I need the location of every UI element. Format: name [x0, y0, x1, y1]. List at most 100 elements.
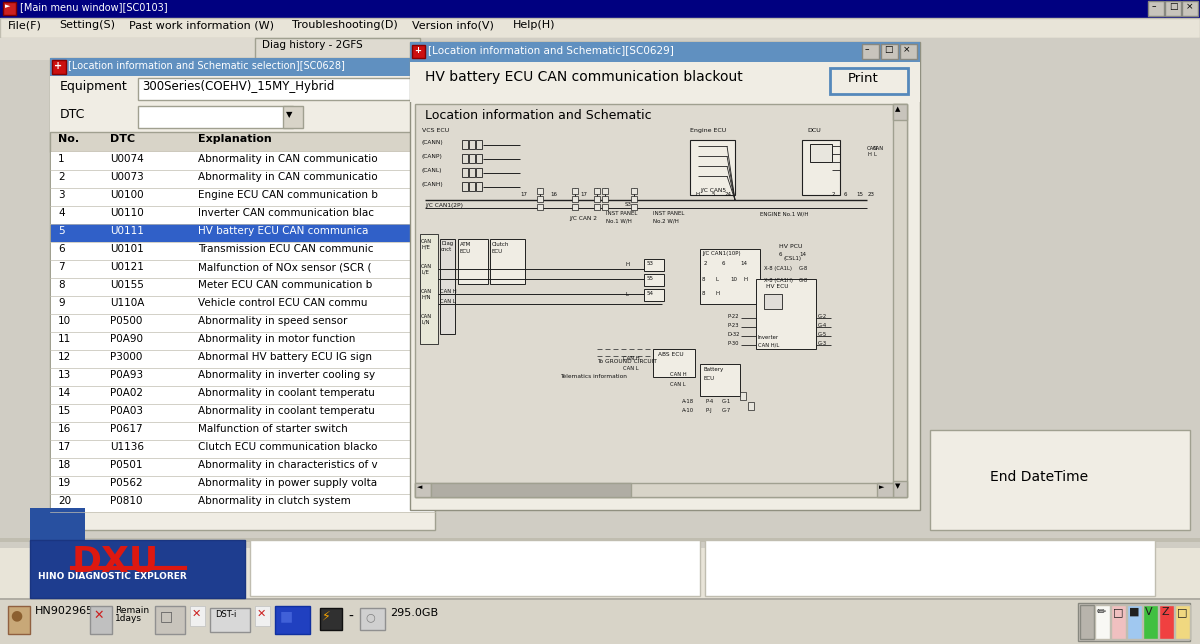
Text: P-22: P-22 — [728, 314, 739, 319]
Text: H: H — [744, 277, 748, 282]
Bar — [412, 45, 425, 58]
Text: CAN
L/N: CAN L/N — [421, 314, 432, 325]
Bar — [802, 140, 840, 195]
Bar — [594, 196, 600, 202]
Text: 19: 19 — [58, 478, 71, 488]
Text: 8: 8 — [702, 291, 706, 296]
Text: 16: 16 — [58, 424, 71, 434]
Text: CAN L: CAN L — [623, 366, 638, 371]
Text: □: □ — [884, 45, 893, 54]
Bar — [410, 62, 920, 102]
Text: 6: 6 — [722, 261, 726, 266]
Bar — [476, 182, 482, 191]
Text: P0617: P0617 — [110, 424, 143, 434]
Text: ✏: ✏ — [1097, 607, 1106, 617]
Bar — [469, 154, 475, 163]
Text: HV PCU: HV PCU — [779, 244, 803, 249]
Text: Vehicle control ECU CAN commu: Vehicle control ECU CAN commu — [198, 298, 367, 308]
Text: Past work information (W): Past work information (W) — [130, 20, 275, 30]
Bar — [462, 140, 468, 149]
Text: G-2: G-2 — [818, 314, 827, 319]
Text: (CANN): (CANN) — [422, 140, 444, 145]
Bar — [1165, 1, 1181, 16]
Bar — [50, 476, 434, 494]
Bar — [490, 239, 526, 284]
Text: 20: 20 — [58, 496, 71, 506]
Bar — [756, 279, 816, 349]
Bar — [250, 540, 700, 596]
Text: 54: 54 — [647, 291, 654, 296]
Text: P-J: P-J — [706, 408, 712, 413]
Bar — [572, 188, 578, 194]
Bar — [420, 234, 438, 344]
Text: Clutch: Clutch — [492, 242, 509, 247]
Bar — [431, 483, 631, 497]
Bar — [50, 440, 434, 458]
Bar — [469, 168, 475, 177]
Text: (CANH): (CANH) — [422, 182, 444, 187]
Text: CAN H: CAN H — [670, 372, 686, 377]
Bar — [462, 168, 468, 177]
Bar — [420, 126, 887, 481]
Text: 23: 23 — [868, 192, 875, 197]
Text: J/C CAN1(10P): J/C CAN1(10P) — [702, 251, 740, 256]
Bar — [653, 349, 695, 377]
Text: 7: 7 — [58, 262, 65, 272]
Bar — [50, 104, 436, 132]
Bar — [0, 600, 1200, 644]
Text: CAN
H/E: CAN H/E — [421, 239, 432, 250]
Text: 17: 17 — [520, 192, 527, 197]
Text: Remain: Remain — [115, 606, 149, 615]
Text: Abnormality in power supply volta: Abnormality in power supply volta — [198, 478, 377, 488]
Bar — [594, 188, 600, 194]
Text: [Main menu window][SC0103]: [Main menu window][SC0103] — [20, 2, 168, 12]
Bar — [594, 204, 600, 210]
Text: Abnormality in inverter cooling sy: Abnormality in inverter cooling sy — [198, 370, 376, 380]
Bar — [138, 78, 428, 100]
Text: V: V — [1145, 607, 1153, 617]
Text: Location information and Schematic: Location information and Schematic — [425, 109, 652, 122]
Text: U110A: U110A — [110, 298, 144, 308]
Bar — [881, 44, 898, 59]
Text: A-10: A-10 — [682, 408, 694, 413]
Bar — [210, 608, 250, 632]
Bar — [930, 430, 1190, 530]
Bar — [415, 483, 893, 497]
Text: ○: ○ — [365, 612, 374, 622]
Bar — [50, 58, 436, 530]
Text: 12: 12 — [58, 352, 71, 362]
Bar — [410, 42, 920, 62]
Bar — [476, 140, 482, 149]
Text: Setting(S): Setting(S) — [60, 20, 115, 30]
Text: L: L — [626, 292, 629, 297]
Bar — [469, 182, 475, 191]
Text: U0110: U0110 — [110, 208, 144, 218]
Bar — [50, 242, 434, 260]
Text: HINO DIAGNOSTIC EXPLORER: HINO DIAGNOSTIC EXPLORER — [38, 572, 187, 581]
Bar — [90, 606, 112, 634]
Text: 6: 6 — [844, 192, 847, 197]
Text: ✕: ✕ — [257, 609, 266, 619]
Text: 8: 8 — [58, 280, 65, 290]
Bar — [1127, 605, 1142, 639]
Text: Abnormality in CAN communicatio: Abnormality in CAN communicatio — [198, 154, 378, 164]
Text: Diag
cnct: Diag cnct — [442, 241, 454, 252]
Text: H: H — [626, 262, 630, 267]
Bar — [50, 422, 434, 440]
Bar — [462, 182, 468, 191]
Text: □: □ — [1114, 607, 1123, 617]
Text: P0A93: P0A93 — [110, 370, 143, 380]
Text: X-8 (CA1L): X-8 (CA1L) — [764, 266, 792, 271]
Text: DTC: DTC — [60, 108, 85, 121]
Bar — [572, 196, 578, 202]
Text: 18: 18 — [58, 460, 71, 470]
Text: 17: 17 — [58, 442, 71, 452]
Bar — [283, 106, 302, 128]
Text: U0155: U0155 — [110, 280, 144, 290]
Bar — [1159, 605, 1174, 639]
Text: 6: 6 — [58, 244, 65, 254]
Bar — [50, 494, 434, 512]
Text: VCS ECU: VCS ECU — [422, 128, 449, 133]
Text: G-5: G-5 — [818, 332, 827, 337]
Bar — [30, 508, 85, 550]
